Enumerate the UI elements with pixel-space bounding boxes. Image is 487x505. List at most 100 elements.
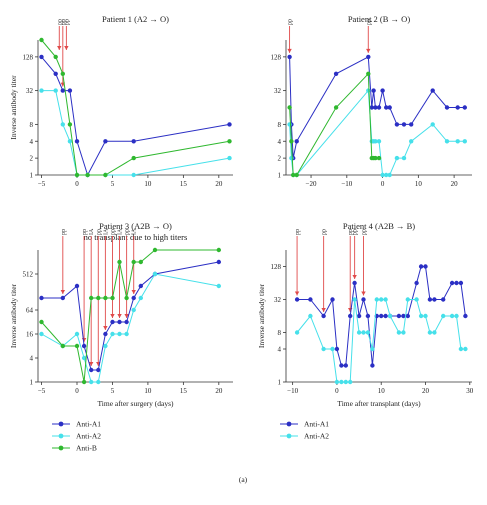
data-point bbox=[289, 155, 294, 161]
pp-arrow-head bbox=[64, 46, 69, 50]
data-point bbox=[379, 313, 384, 319]
data-point bbox=[454, 280, 459, 286]
data-point bbox=[117, 331, 122, 337]
data-point bbox=[110, 331, 115, 337]
data-point bbox=[294, 330, 300, 335]
y-tick-label: 1 bbox=[30, 379, 34, 387]
panel-1: Patient 1 (A2 → O) 1 2 4 8 32 128 −5 0 5 10 15 20 Inv… bbox=[9, 14, 233, 188]
data-point bbox=[131, 155, 136, 161]
data-point bbox=[352, 297, 357, 302]
panel-title: Patient 4 (A2B → B) bbox=[343, 221, 415, 231]
series-line-anti-a2 bbox=[289, 89, 465, 176]
pp-arrow-head bbox=[366, 48, 371, 53]
data-point bbox=[333, 71, 339, 77]
data-point bbox=[366, 88, 371, 93]
pp-arrow-head bbox=[361, 291, 366, 296]
pp-arrow-head bbox=[321, 308, 326, 312]
data-point bbox=[321, 313, 326, 319]
data-point bbox=[60, 71, 65, 77]
data-point bbox=[343, 363, 348, 368]
y-tick-label: 128 bbox=[23, 53, 34, 61]
data-point bbox=[103, 331, 108, 337]
data-point bbox=[131, 139, 136, 144]
data-point bbox=[321, 346, 326, 352]
data-point bbox=[67, 139, 73, 144]
data-point bbox=[89, 367, 94, 373]
y-tick-label: 16 bbox=[26, 331, 34, 339]
legend-swatch-marker bbox=[58, 421, 64, 427]
y-tick-label: 4 bbox=[278, 346, 282, 354]
x-tick-label: 10 bbox=[144, 180, 152, 188]
data-point bbox=[216, 259, 221, 265]
data-point bbox=[131, 307, 136, 313]
pp-label: pp bbox=[64, 19, 70, 25]
data-point bbox=[287, 54, 292, 60]
data-point bbox=[131, 295, 136, 301]
y-tick-label: 8 bbox=[278, 329, 282, 337]
data-point bbox=[103, 343, 108, 349]
data-point bbox=[138, 295, 143, 301]
data-point bbox=[74, 343, 80, 349]
y-tick-label: 128 bbox=[271, 263, 282, 271]
y-axis-label: Inverse antibody titer bbox=[257, 283, 266, 348]
data-point bbox=[89, 379, 94, 385]
pp-arrow-head bbox=[352, 275, 357, 279]
data-point bbox=[348, 313, 353, 319]
x-tick-label: 15 bbox=[180, 387, 188, 395]
data-point bbox=[74, 331, 80, 337]
y-tick-label: 8 bbox=[278, 121, 282, 129]
data-point bbox=[401, 122, 407, 127]
data-point bbox=[216, 247, 221, 253]
pp-label: pp bbox=[348, 229, 354, 235]
panel-subtitle: no transplant due to high titers bbox=[84, 232, 188, 242]
data-point bbox=[365, 330, 371, 335]
data-point bbox=[227, 122, 232, 127]
pp-label: pp bbox=[362, 229, 368, 235]
data-point bbox=[131, 259, 136, 265]
data-point bbox=[53, 54, 58, 60]
data-point bbox=[39, 88, 44, 93]
data-point bbox=[370, 346, 375, 352]
data-point bbox=[74, 139, 80, 144]
data-point bbox=[333, 105, 339, 110]
data-point bbox=[39, 54, 44, 60]
y-axis-label: Inverse antibody titer bbox=[9, 283, 18, 348]
data-point bbox=[308, 313, 313, 319]
data-point bbox=[373, 105, 378, 110]
data-point bbox=[401, 330, 406, 335]
data-point bbox=[376, 139, 382, 144]
y-tick-label: 2 bbox=[30, 155, 34, 163]
x-tick-label: −10 bbox=[341, 180, 352, 188]
data-point bbox=[369, 105, 374, 110]
pp-arrow-head bbox=[348, 308, 353, 312]
data-point bbox=[387, 313, 393, 319]
data-point bbox=[124, 295, 129, 301]
data-point bbox=[289, 139, 294, 144]
pp-arrow-head bbox=[103, 326, 108, 330]
data-point bbox=[294, 139, 299, 144]
data-point bbox=[414, 280, 419, 286]
pp-label: pp bbox=[57, 19, 63, 25]
data-point bbox=[124, 319, 129, 325]
x-tick-label: 20 bbox=[215, 180, 223, 188]
data-point bbox=[330, 346, 335, 352]
x-tick-label: 5 bbox=[111, 387, 115, 395]
data-point bbox=[39, 319, 44, 325]
y-tick-label: 512 bbox=[23, 271, 34, 279]
data-point bbox=[454, 313, 459, 319]
pp-label: pp bbox=[322, 229, 328, 235]
series-line-anti-a2 bbox=[296, 299, 466, 383]
data-point bbox=[96, 379, 101, 385]
data-point bbox=[138, 283, 143, 289]
y-tick-label: 64 bbox=[26, 307, 34, 315]
y-tick-label: 1 bbox=[278, 379, 282, 387]
x-tick-label: 15 bbox=[180, 180, 188, 188]
data-point bbox=[308, 297, 313, 302]
data-point bbox=[427, 297, 433, 302]
data-point bbox=[396, 313, 402, 319]
legend-label: Anti-A1 bbox=[304, 420, 329, 429]
data-point bbox=[373, 139, 378, 144]
data-point bbox=[60, 122, 65, 127]
data-point bbox=[287, 122, 292, 127]
